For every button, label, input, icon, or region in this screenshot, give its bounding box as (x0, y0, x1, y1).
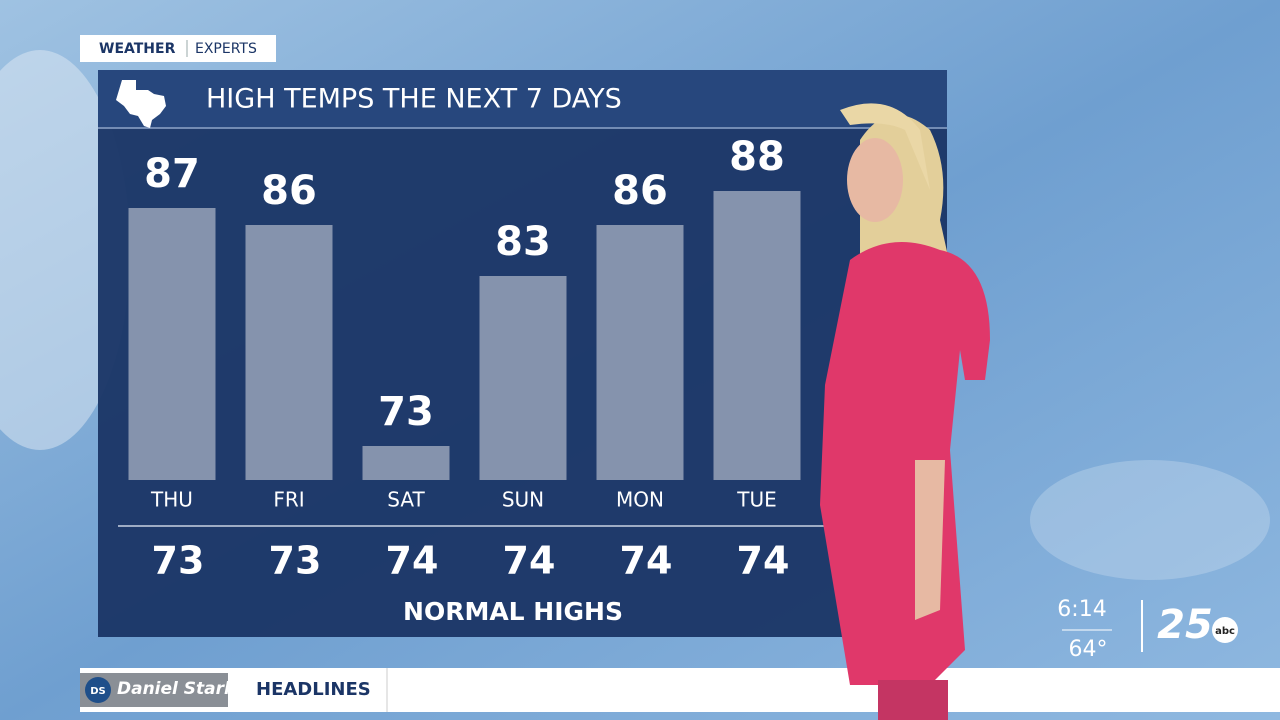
normal-highs-label: NORMAL HIGHS (403, 597, 623, 626)
sponsor-badge (85, 677, 111, 703)
normal-high: 74 (737, 539, 790, 583)
day-label: TUE (736, 488, 777, 512)
tag-box (80, 35, 276, 62)
day-label: MON (616, 488, 664, 512)
value-label: 86 (612, 168, 668, 214)
bar (713, 191, 801, 480)
ticker-bar (80, 668, 1280, 712)
cloud (1030, 460, 1270, 580)
bar (479, 276, 567, 480)
normal-high: 74 (386, 539, 439, 583)
network-name: abc (1215, 626, 1235, 637)
day-label: FRI (273, 488, 304, 512)
tag-right: EXPERTS (195, 41, 257, 57)
day-label: SUN (502, 488, 544, 512)
presenter (820, 103, 990, 720)
value-label: 88 (729, 134, 785, 180)
value-label: 86 (261, 168, 317, 214)
sponsor-name: Daniel Stark (117, 679, 237, 699)
network-logo (1212, 617, 1238, 643)
normal-high: 74 (503, 539, 556, 583)
tag-left: WEATHER (99, 41, 176, 57)
sponsor-initials: DS (90, 686, 106, 697)
chart-header (98, 70, 947, 127)
bar (596, 225, 684, 480)
bar (362, 446, 450, 480)
bar (128, 208, 216, 480)
value-label: 83 (495, 219, 551, 265)
day-label: SAT (387, 488, 425, 512)
bar-chart: 87 THU 73 86 FRI 73 73 SAT 74 83 SUN 74 86 MON 74 88 TUE… (128, 134, 801, 626)
channel-number: 25 (1157, 602, 1213, 648)
bug-temperature: 64° (1069, 637, 1108, 662)
chart-title: HIGH TEMPS THE NEXT 7 DAYS (206, 84, 622, 115)
value-label: 87 (144, 151, 200, 197)
day-label: THU (150, 488, 193, 512)
bug-time: 6:14 (1057, 597, 1106, 622)
normal-high: 73 (269, 539, 322, 583)
value-label: 73 (378, 389, 434, 435)
bar (245, 225, 333, 480)
ticker-section[interactable]: HEADLINES (256, 679, 371, 700)
texas-icon (116, 80, 166, 128)
normal-high: 73 (152, 539, 205, 583)
cloud (0, 50, 130, 450)
normal-high: 74 (620, 539, 673, 583)
